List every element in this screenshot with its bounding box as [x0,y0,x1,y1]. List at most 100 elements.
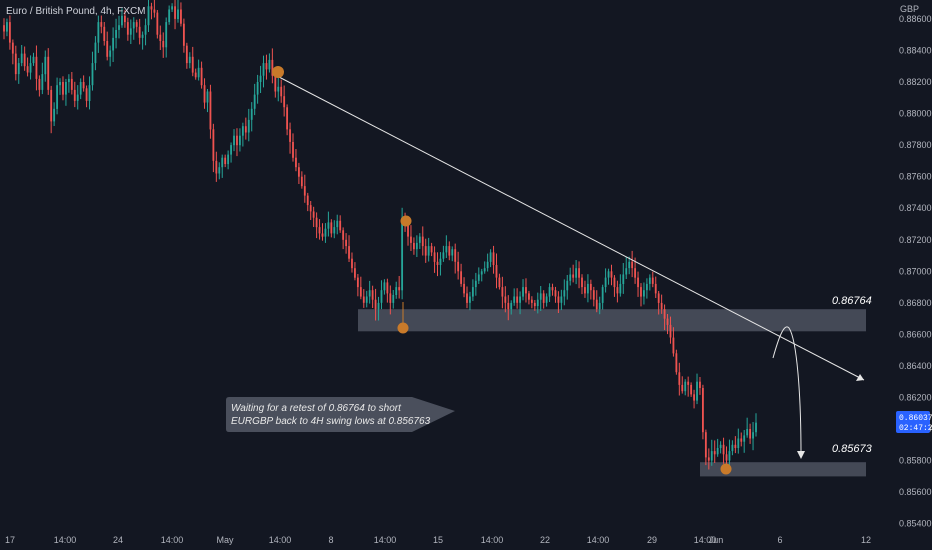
candle-body [150,6,153,10]
symbol-title: Euro / British Pound, 4h, FXCM [6,6,146,17]
candle-body [454,249,457,262]
candle-body [56,85,58,109]
candle-body [44,56,47,75]
candle-body [250,108,253,120]
candle-body [737,438,740,448]
candle-body [651,277,654,284]
y-tick-label: 0.88000 [899,109,932,119]
candle-body [731,444,734,452]
candle-body [141,34,144,38]
candle-body [38,78,41,90]
candle-body [106,41,109,57]
candle-body [433,252,436,262]
swing-low-marker-1 [397,322,409,334]
candle-body [687,381,690,385]
candle-body [212,129,215,161]
candle-body [132,22,135,29]
candle-body [702,388,704,433]
candle-body [383,282,386,291]
support-zone [700,462,866,477]
candle-body [477,274,480,281]
candle-body [6,22,8,32]
candle-body [483,268,486,272]
candle-body [734,444,737,448]
candle-body [253,94,256,109]
y-tick-label: 0.87800 [899,140,932,150]
candle-body [525,287,527,294]
candle-body [247,119,250,133]
candle-body [480,271,483,275]
candle-body [265,63,268,70]
candle-body [489,252,492,262]
candle-body [26,66,29,73]
candle-body [610,271,613,278]
candle-body [675,353,678,373]
candle-body [510,302,513,310]
y-tick-label: 0.87400 [899,203,932,213]
candle-body [486,261,489,269]
y-tick-label: 0.87600 [899,172,932,182]
candle-body [203,85,206,103]
candle-body [528,293,530,300]
x-tick-label: 12 [861,535,871,545]
candles-layer [3,0,757,472]
candle-body [436,261,439,265]
trendline-arrowhead [856,374,864,381]
note-callout[interactable]: Waiting for a retest of 0.86764 to short… [226,397,455,432]
candle-body [631,261,634,269]
candle-body [138,26,141,38]
candle-body [129,28,132,35]
candle-body [159,34,162,41]
projection-arrow [772,326,802,456]
candle-body [362,296,365,303]
candle-body [14,53,17,75]
candle-body [536,299,539,306]
candle-body [392,295,395,303]
candle-body [23,53,26,67]
candle-body [354,268,356,278]
x-tick-label: 29 [647,535,657,545]
candle-body [168,9,171,23]
support-level-label: 0.85673 [832,443,873,455]
candle-body [8,22,11,43]
candle-body [224,157,227,164]
candle-body [752,432,754,439]
candle-body [206,91,209,103]
candle-body [271,59,274,76]
candle-body [259,75,262,82]
candle-body [586,283,589,294]
candle-body [407,224,409,237]
candle-body [557,296,560,303]
candle-body [542,293,545,303]
candle-body [174,6,176,19]
projection-arrowhead [797,451,805,459]
candle-body [713,451,716,455]
candle-body [589,283,592,291]
current-price: 0.86037 [899,414,932,423]
candle-body [70,78,73,90]
candle-body [336,220,339,228]
candle-body [660,302,663,310]
candle-body [289,129,291,142]
trendline [278,76,865,381]
candle-body [191,56,194,73]
x-tick-label: 14:00 [269,535,292,545]
candle-body [401,217,404,291]
candle-body [569,274,572,281]
candle-body [519,296,521,303]
candle-body [466,293,468,303]
current-price-tag: 0.86037 02:47:27 [896,411,932,433]
candle-body [377,302,380,310]
candle-body [162,41,165,48]
note-line-2: EURGBP back to 4H swing lows at 0.856763 [231,416,431,427]
candle-body [460,271,463,284]
candle-body [548,287,551,297]
candle-body [474,280,477,288]
candle-body [415,242,418,250]
swing-high-marker-2 [400,215,412,227]
candle-body [749,429,752,439]
candle-body [755,422,757,433]
y-tick-label: 0.86600 [899,329,932,339]
